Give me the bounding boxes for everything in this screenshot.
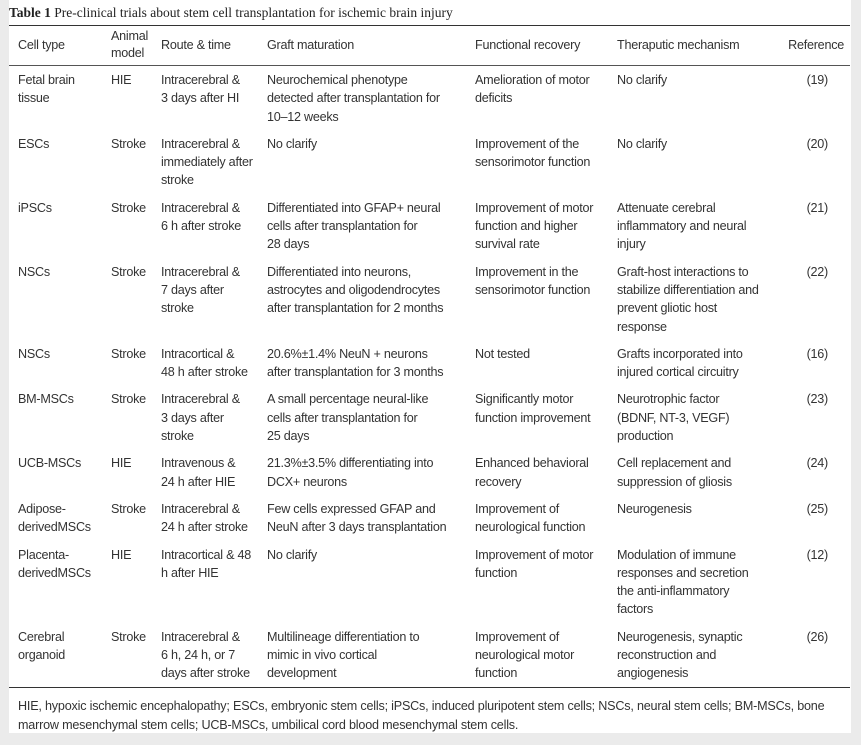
cell-cell-type: NSCs <box>18 346 50 361</box>
cell-reference: (24) <box>806 456 829 471</box>
header-route-time: Route & time <box>161 37 231 52</box>
cell-cell-type: Placenta- derivedMSCs <box>18 547 91 580</box>
cell-graft-maturation: Few cells expressed GFAP and NeuN after … <box>267 501 447 535</box>
cell-cell-type: Cerebral organoid <box>18 629 66 663</box>
cell-graft-maturation: No clarify <box>267 547 317 562</box>
header-row: Cell type Animal model Route & time Graft m… <box>9 25 850 66</box>
cell-animal-model: Stroke <box>111 264 146 279</box>
cell-cell-type: ESCs <box>18 136 50 151</box>
cell-route-time: Intracortical & 48 h after HIE <box>161 547 251 580</box>
cell-functional-recovery: Significantly motor function improvement <box>475 392 591 425</box>
cell-functional-recovery: Improvement of the sensorimotor function <box>475 136 591 170</box>
cell-graft-maturation: Neurochemical phenotype detected after t… <box>267 73 440 124</box>
cell-animal-model: Stroke <box>111 136 146 151</box>
cell-reference: (21) <box>806 200 829 215</box>
cell-cell-type: Adipose- derivedMSCs <box>18 501 91 535</box>
cell-animal-model: Stroke <box>111 501 146 516</box>
cell-therapeutic-mechanism: Neurotrophic factor (BDNF, NT-3, VEGF) p… <box>617 392 730 444</box>
cell-cell-type: BM-MSCs <box>18 392 74 407</box>
cell-route-time: Intravenous & 24 h after HIE <box>161 456 236 489</box>
cell-animal-model: Stroke <box>111 346 146 361</box>
cell-functional-recovery: Not tested <box>475 346 530 361</box>
cell-functional-recovery: Improvement of motor function <box>475 547 594 580</box>
cell-therapeutic-mechanism: Graft-host interactions to stabilize dif… <box>617 264 759 334</box>
cell-route-time: Intracerebral & 6 h after stroke <box>161 200 241 234</box>
cell-functional-recovery: Improvement of neurological function <box>475 501 586 535</box>
cell-reference: (20) <box>806 136 829 151</box>
cell-graft-maturation: 20.6%±1.4% NeuN + neurons after transpla… <box>267 346 444 380</box>
cell-route-time: Intracerebral & 6 h, 24 h, or 7 days aft… <box>161 629 250 681</box>
table-row: ESCs Stroke Intracerebral & immediately af… <box>9 130 850 194</box>
cell-graft-maturation: Differentiated into neurons, astrocytes … <box>267 264 444 316</box>
cell-graft-maturation: Multilineage differentiation to mimic in… <box>267 629 420 681</box>
cell-graft-maturation: 21.3%±3.5% differentiating into DCX+ neu… <box>267 456 434 489</box>
table-panel <box>9 0 851 733</box>
table-label: Table 1 <box>9 5 51 20</box>
table-row: Cerebral organoid Stroke Intracerebral & 6… <box>9 623 850 688</box>
cell-reference: (25) <box>806 501 829 516</box>
cell-cell-type: UCB-MSCs <box>18 456 82 471</box>
header-reference: Reference <box>788 37 844 52</box>
cell-functional-recovery: Enhanced behavioral recovery <box>475 456 589 489</box>
cell-graft-maturation: No clarify <box>267 136 317 151</box>
cell-therapeutic-mechanism: No clarify <box>617 73 667 87</box>
table-caption: Table 1 Pre-clinical trials about stem c… <box>9 5 453 21</box>
data-table: Cell type Animal model Route & time Graft m… <box>9 25 850 688</box>
cell-reference: (19) <box>806 73 829 87</box>
cell-animal-model: Stroke <box>111 392 146 407</box>
cell-therapeutic-mechanism: Neurogenesis <box>617 501 692 516</box>
table-footnote: HIE, hypoxic ischemic encephalopathy; ES… <box>18 699 825 732</box>
cell-route-time: Intracerebral & 7 days after stroke <box>161 264 240 316</box>
cell-reference: (23) <box>806 392 829 407</box>
table-row: NSCs Stroke Intracortical & 48 h after str… <box>9 340 850 386</box>
cell-graft-maturation: A small percentage neural-like cells aft… <box>267 392 429 444</box>
cell-route-time: Intracerebral & 3 days after stroke <box>161 392 240 444</box>
cell-functional-recovery: Improvement of neurological motor functi… <box>475 629 575 681</box>
cell-animal-model: HIE <box>111 547 132 562</box>
cell-cell-type: Fetal brain tissue <box>18 73 75 106</box>
cell-reference: (26) <box>806 629 829 644</box>
cell-route-time: Intracortical & 48 h after stroke <box>161 346 248 380</box>
header-graft-maturation: Graft maturation <box>267 37 354 52</box>
table-row: Placenta- derivedMSCs HIE Intracortical & … <box>9 541 850 623</box>
cell-reference: (12) <box>806 547 829 562</box>
table-row: iPSCs Stroke Intracerebral & 6 h after str… <box>9 194 850 258</box>
cell-therapeutic-mechanism: Attenuate cerebral inflammatory and neur… <box>617 200 747 252</box>
cell-functional-recovery: Improvement in the sensorimotor function <box>475 264 591 297</box>
table-row: NSCs Stroke Intracerebral & 7 days after s… <box>9 258 850 340</box>
header-therapeutic-mechanism: Theraputic mechanism <box>617 37 740 52</box>
cell-route-time: Intracerebral & 3 days after HI <box>161 73 240 106</box>
header-animal-model: Animal model <box>111 29 148 60</box>
cell-animal-model: HIE <box>111 73 132 87</box>
cell-therapeutic-mechanism: Modulation of immune responses and secre… <box>617 547 749 617</box>
table-title: Pre-clinical trials about stem cell tran… <box>54 5 453 20</box>
cell-route-time: Intracerebral & 24 h after stroke <box>161 501 248 535</box>
cell-reference: (16) <box>806 346 829 361</box>
cell-route-time: Intracerebral & immediately after stroke <box>161 136 253 188</box>
cell-cell-type: iPSCs <box>18 200 52 215</box>
table-row: Fetal brain tissue HIE Intracerebral & 3 d… <box>9 66 850 130</box>
cell-graft-maturation: Differentiated into GFAP+ neural cells a… <box>267 200 441 252</box>
cell-functional-recovery: Improvement of motor function and higher… <box>475 200 594 252</box>
header-cell-type: Cell type <box>18 37 65 52</box>
header-functional-recovery: Functional recovery <box>475 37 581 52</box>
cell-therapeutic-mechanism: No clarify <box>617 136 667 151</box>
cell-therapeutic-mechanism: Cell replacement and suppression of glio… <box>617 456 732 489</box>
cell-animal-model: HIE <box>111 456 132 471</box>
cell-animal-model: Stroke <box>111 629 146 644</box>
cell-therapeutic-mechanism: Neurogenesis, synaptic reconstruction an… <box>617 629 743 681</box>
cell-therapeutic-mechanism: Grafts incorporated into injured cortica… <box>617 346 743 380</box>
table-row: Adipose- derivedMSCs Stroke Intracerebral … <box>9 495 850 541</box>
cell-functional-recovery: Amelioration of motor deficits <box>475 73 590 106</box>
table-row: UCB-MSCs HIE Intravenous & 24 h after HIE 2… <box>9 449 850 495</box>
cell-cell-type: NSCs <box>18 264 50 279</box>
cell-animal-model: Stroke <box>111 200 146 215</box>
cell-reference: (22) <box>806 264 829 279</box>
table-row: BM-MSCs Stroke Intracerebral & 3 days afte… <box>9 385 850 449</box>
